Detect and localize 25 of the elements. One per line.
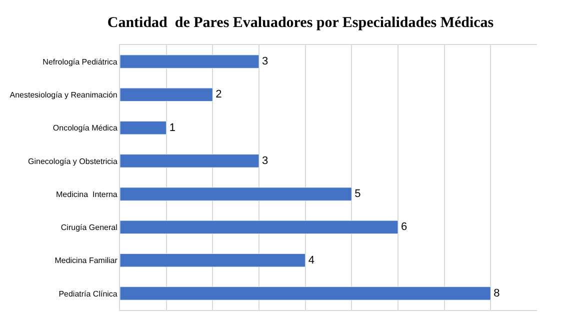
data-label: 4 — [308, 254, 314, 266]
y-tick-label: Medicina Interna — [56, 190, 118, 199]
data-label: 3 — [262, 56, 268, 68]
bar — [120, 187, 352, 201]
y-tick-label: Medicina Familiar — [54, 256, 118, 266]
data-label: 6 — [401, 221, 408, 234]
bar — [120, 286, 491, 300]
data-label: 2 — [216, 88, 222, 101]
y-tick-label: Oncología Médica — [52, 124, 118, 133]
y-tick-label: Ginecología y Obstetricia — [28, 156, 118, 166]
data-label: 3 — [262, 154, 268, 167]
bar — [120, 253, 306, 268]
y-tick-label: Cirugía General — [60, 222, 118, 232]
y-tick-label: Pediatría Clínica — [58, 289, 118, 298]
data-label: 1 — [169, 122, 176, 134]
data-label: 5 — [354, 188, 361, 200]
chart-title: Cantidad de Pares Evaluadores por Especialidades Médicas — [107, 14, 494, 31]
bar — [120, 88, 213, 102]
bar — [120, 54, 260, 68]
y-tick-label: Anestesiología y Reanimación — [10, 90, 118, 100]
bar — [120, 154, 260, 168]
data-label: 8 — [494, 287, 500, 300]
bar — [120, 220, 398, 234]
bar — [120, 120, 167, 135]
y-tick-label: Nefrología Pediátrica — [42, 57, 118, 66]
